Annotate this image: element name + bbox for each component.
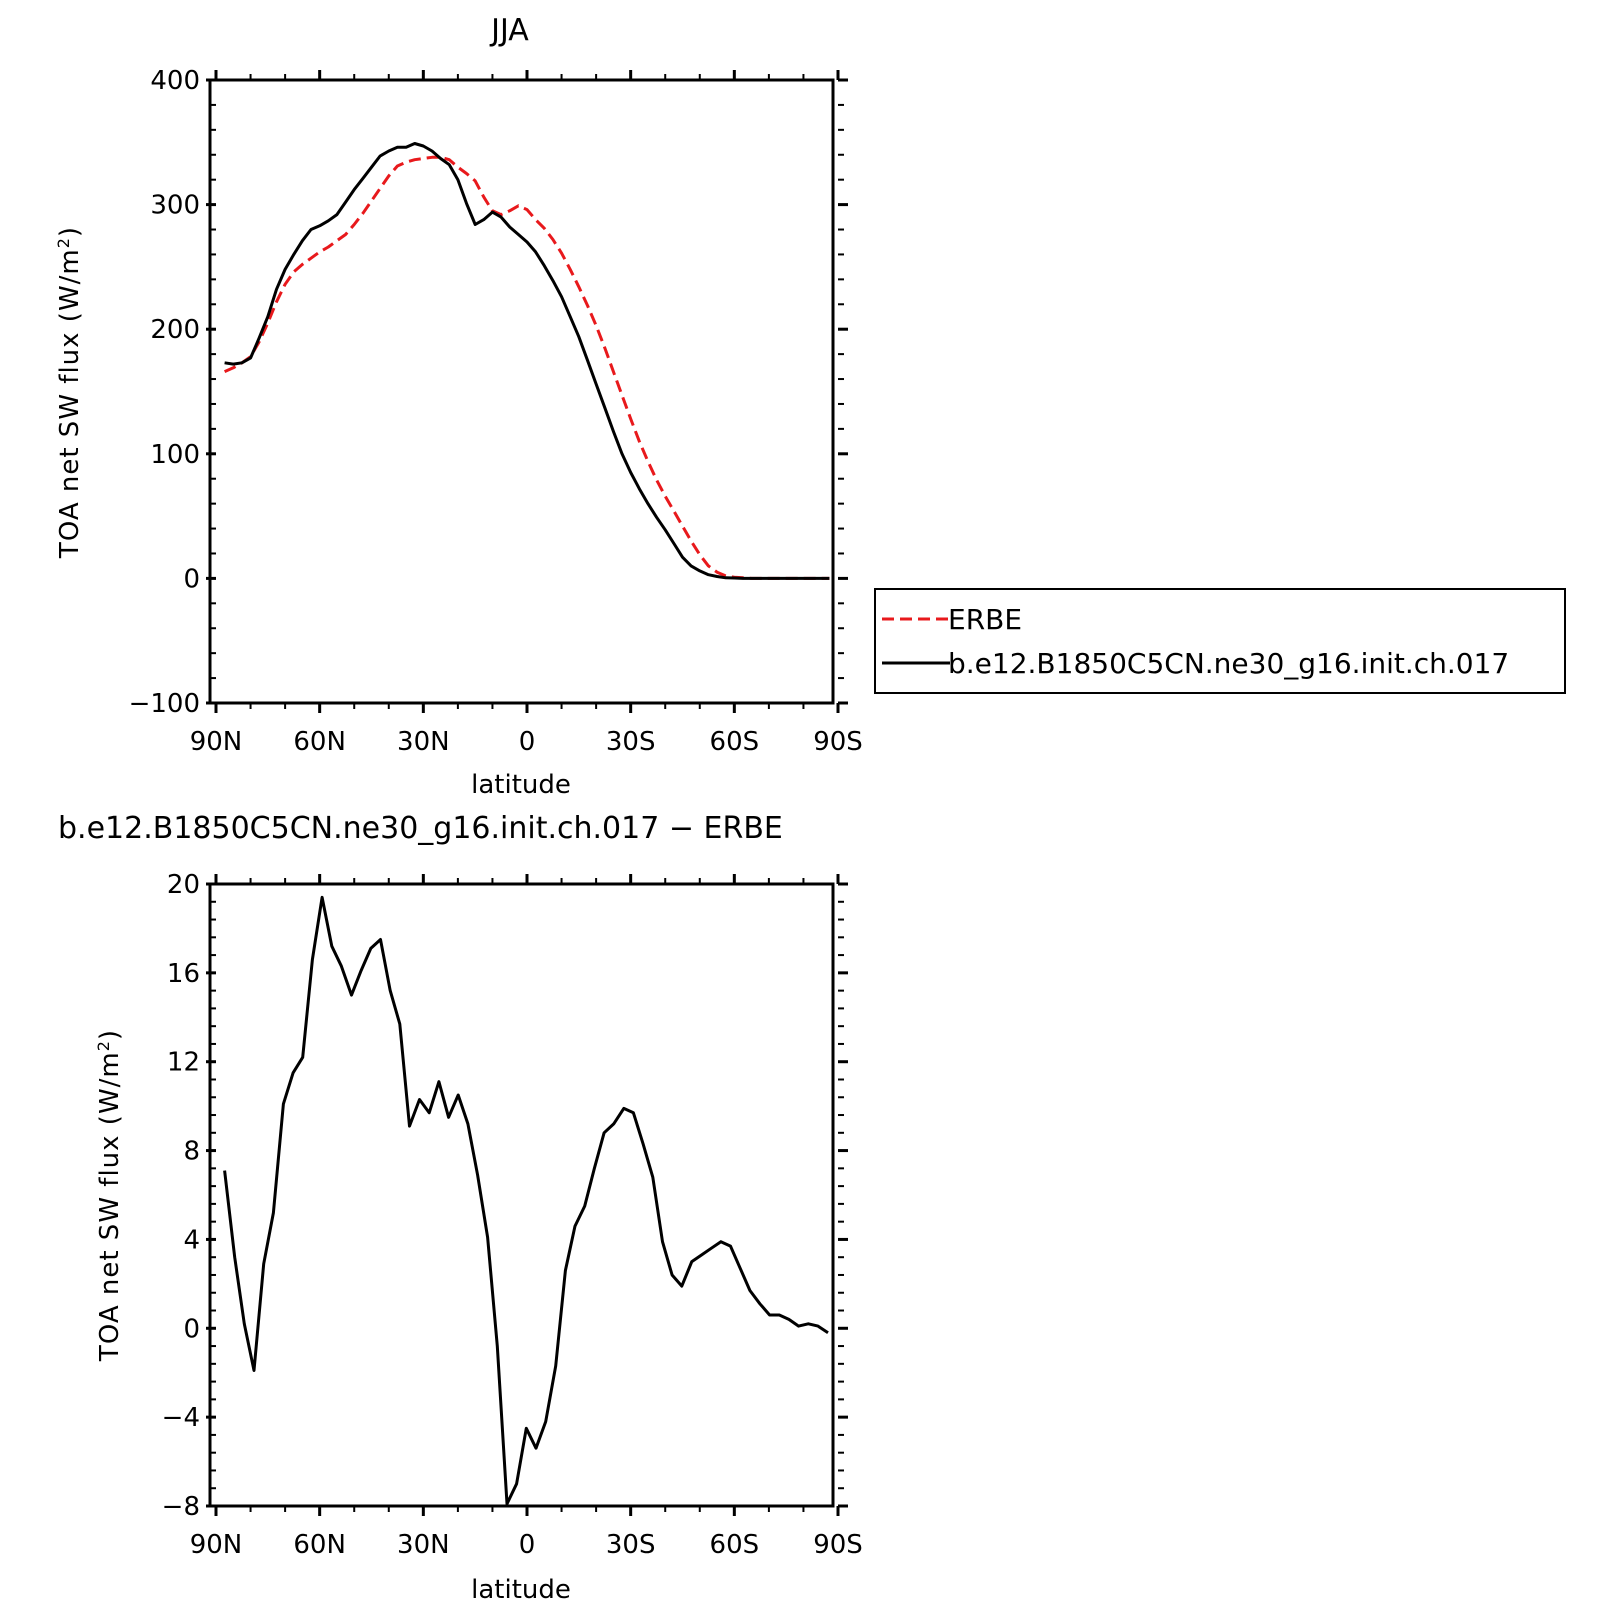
series-line-0 xyxy=(223,155,830,580)
y-tick-label: −8 xyxy=(162,1492,200,1522)
chart-bottom-frame xyxy=(208,882,835,1508)
chart-top-frame xyxy=(208,78,835,705)
chart-top-x-axis-label: latitude xyxy=(471,770,571,800)
y-tick-label: 400 xyxy=(150,66,200,96)
chart-bottom-title: b.e12.B1850C5CN.ne30_g16.init.ch.017 − E… xyxy=(58,811,783,846)
chart-bottom-x-axis-label: latitude xyxy=(471,1575,571,1605)
legend-box xyxy=(874,588,1566,694)
legend-label-model: b.e12.B1850C5CN.ne30_g16.init.ch.017 xyxy=(948,647,1509,680)
chart-top-y-axis-label: TOA net SW flux (W/m2) xyxy=(54,226,86,559)
x-tick-label: 60S xyxy=(710,1530,760,1560)
x-tick-label: 90N xyxy=(190,1530,243,1560)
y-tick-label: 100 xyxy=(150,440,200,470)
y-tick-label: 0 xyxy=(183,564,200,594)
y-tick-label: 8 xyxy=(183,1137,200,1167)
legend-label-erbe: ERBE xyxy=(948,603,1022,636)
chart-bottom-plot-area xyxy=(206,874,848,1516)
x-tick-label: 30S xyxy=(606,1530,656,1560)
chart-bottom-y-axis-label-sup: 2 xyxy=(94,1040,113,1051)
y-tick-label: 200 xyxy=(150,315,200,345)
chart-top-y-axis-label-close: ) xyxy=(55,226,85,237)
chart-top-y-axis-label-sup: 2 xyxy=(54,237,73,248)
y-tick-label: 0 xyxy=(183,1314,200,1344)
x-tick-label: 60S xyxy=(710,727,760,757)
chart-bottom-ticks xyxy=(206,874,848,1516)
x-tick-label: 60N xyxy=(293,727,346,757)
chart-bottom-y-axis-label-close: ) xyxy=(95,1029,125,1040)
x-tick-label: 90S xyxy=(813,727,863,757)
legend: ERBE b.e12.B1850C5CN.ne30_g16.init.ch.01… xyxy=(874,588,1566,694)
y-tick-label: 4 xyxy=(183,1225,200,1255)
chart-bottom-series xyxy=(223,895,829,1506)
chart-top-y-axis-label-main: TOA net SW flux (W/m xyxy=(55,248,85,559)
chart-bottom-y-tick-labels: −8 −4 0 4 8 12 16 20 xyxy=(162,870,200,1522)
chart-top-plot-area xyxy=(206,70,848,713)
x-tick-label: 0 xyxy=(519,1530,536,1560)
chart-bottom-y-axis-label-main: TOA net SW flux (W/m xyxy=(95,1051,125,1362)
y-tick-label: 300 xyxy=(150,191,200,221)
y-tick-label: −4 xyxy=(162,1403,200,1433)
x-tick-label: 60N xyxy=(293,1530,346,1560)
chart-top-ticks xyxy=(206,70,848,713)
x-tick-label: 30N xyxy=(397,727,450,757)
chart-top-y-tick-labels: −100 0 100 200 300 400 xyxy=(129,66,200,719)
y-tick-label: −100 xyxy=(129,689,200,719)
chart-bottom: b.e12.B1850C5CN.ne30_g16.init.ch.017 − E… xyxy=(58,811,863,1605)
x-tick-label: 90N xyxy=(190,727,243,757)
x-tick-label: 90S xyxy=(813,1530,863,1560)
y-tick-label: 20 xyxy=(167,870,200,900)
series-line-0 xyxy=(223,895,829,1506)
y-tick-label: 16 xyxy=(167,959,200,989)
x-tick-label: 30N xyxy=(397,1530,450,1560)
x-tick-label: 0 xyxy=(519,727,536,757)
chart-top-series xyxy=(223,142,830,580)
y-tick-label: 12 xyxy=(167,1048,200,1078)
chart-bottom-x-tick-labels: 90N 60N 30N 0 30S 60S 90S xyxy=(190,1530,863,1560)
chart-top-title: JJA xyxy=(489,13,529,48)
x-tick-label: 30S xyxy=(606,727,656,757)
series-line-1 xyxy=(224,142,830,580)
chart-bottom-y-axis-label: TOA net SW flux (W/m2) xyxy=(94,1029,126,1362)
chart-top-x-tick-labels: 90N 60N 30N 0 30S 60S 90S xyxy=(190,727,863,757)
